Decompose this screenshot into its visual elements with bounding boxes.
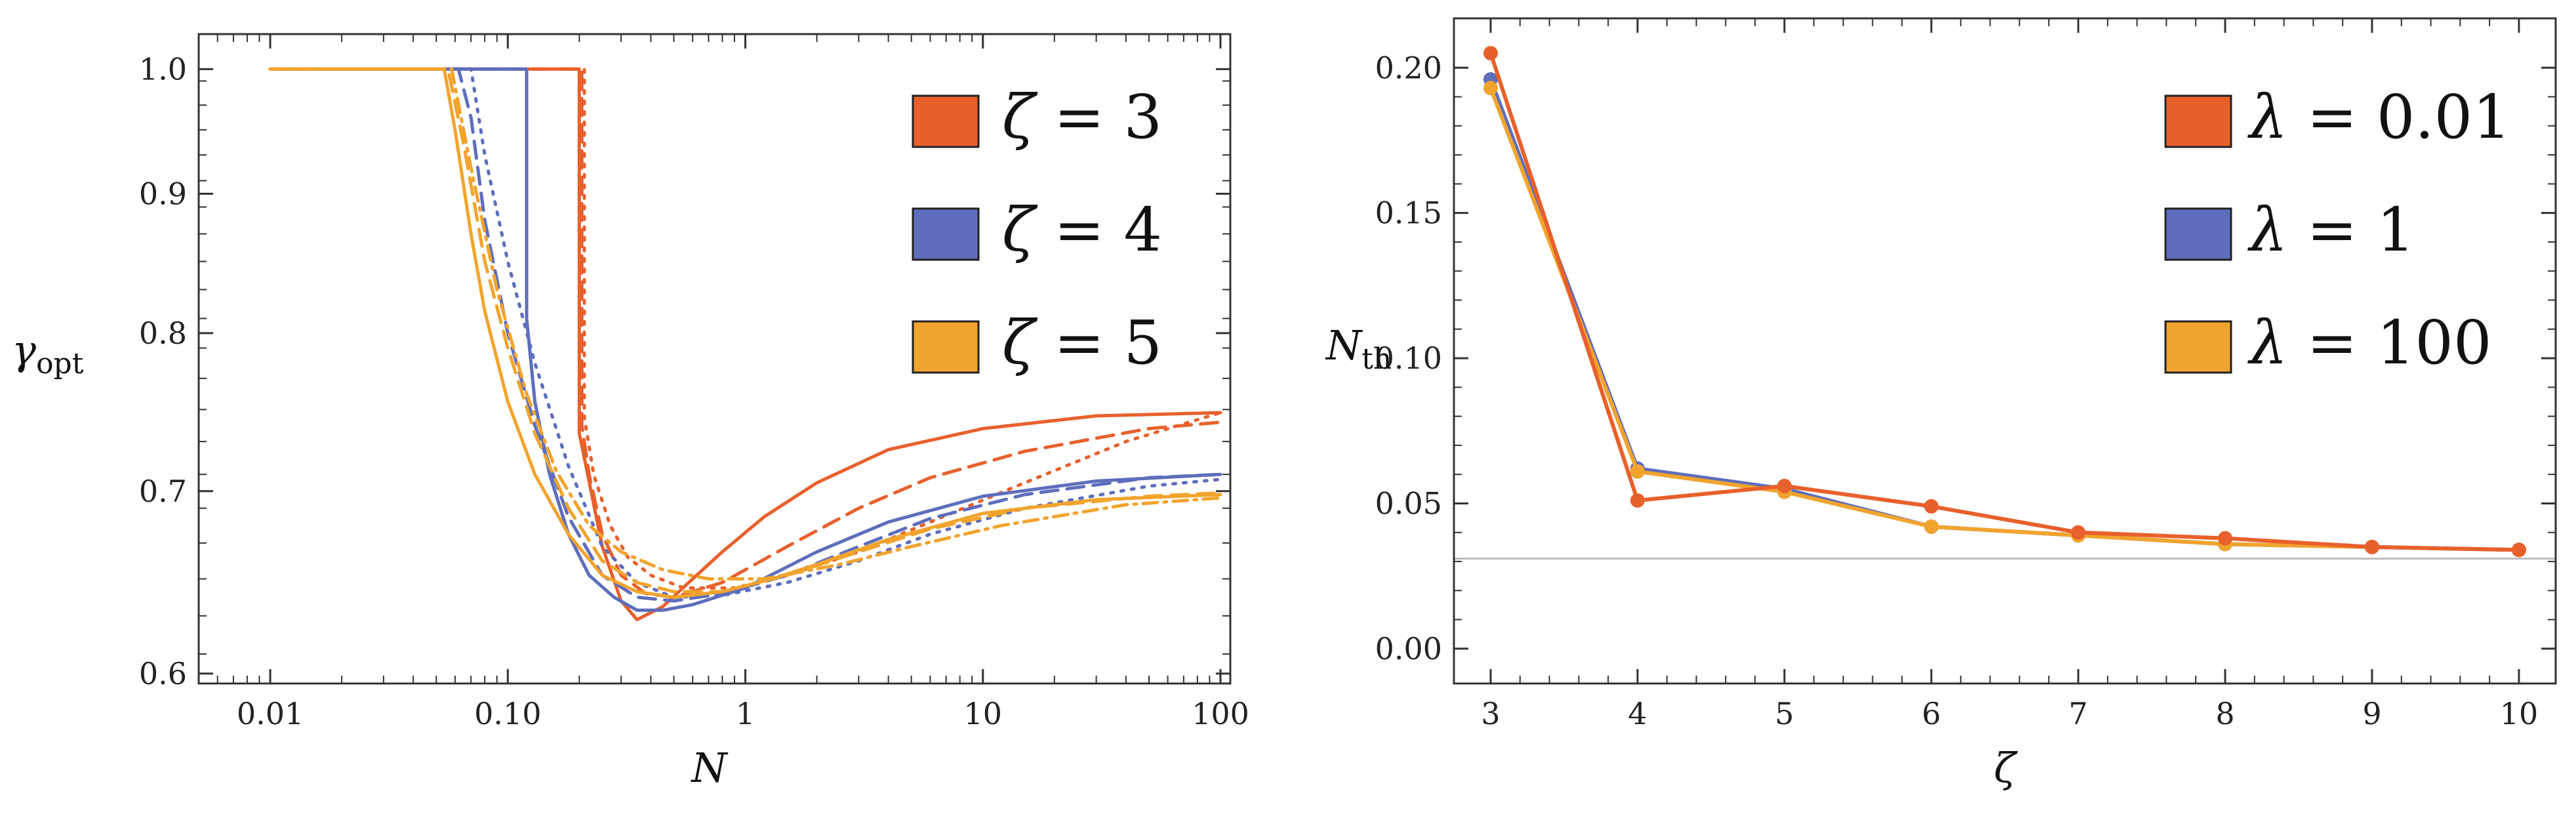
right-legend-swatch-2: [2164, 320, 2232, 374]
right-x-tick-label-6: 9: [2362, 696, 2381, 731]
left-y-tick-label-0: 0.6: [139, 656, 187, 691]
nth-point-2-5: [2218, 531, 2232, 546]
right-y-tick-label-3: 0.15: [1375, 195, 1442, 231]
gamma-series-line-8: [268, 67, 1222, 581]
nth-point-2-7: [2512, 542, 2526, 558]
left-x-tick-label-0: 0.01: [237, 696, 304, 731]
right-x-tick-label-0: 3: [1481, 696, 1500, 731]
left-x-tick-label-2: 1: [736, 696, 755, 731]
nth-series-line-2: [1489, 52, 2520, 552]
nth-point-2-3: [1924, 499, 1939, 514]
nth-point-2-4: [2071, 525, 2085, 540]
nth-point-1-1: [1630, 464, 1645, 479]
right-legend-label-2: λ = 100: [2247, 308, 2492, 378]
left-legend-symbol-2: ζ: [1002, 308, 1038, 378]
n-threshold-chart: 3 4 5 6 7 8 9 10 0.00 0.05 0.10 0.15 0.20 ζ Nth λ = …: [1325, 17, 2557, 792]
right-legend-swatch-0: [2164, 94, 2232, 148]
right-x-tick-label-4: 7: [2068, 696, 2087, 731]
left-legend-swatch-0: [912, 94, 980, 148]
right-legend-value-1: = 1: [2287, 195, 2415, 265]
left-legend-symbol-1: ζ: [1002, 195, 1038, 265]
right-y-tick-label-2: 0.10: [1375, 340, 1442, 376]
left-y-tick-label-3: 0.9: [139, 176, 187, 211]
left-legend-swatch-2: [912, 320, 980, 374]
right-y-axis-label-base: N: [1325, 321, 1363, 369]
right-legend-symbol-2: λ: [2247, 308, 2287, 378]
right-x-tick-label-3: 6: [1922, 696, 1941, 731]
right-legend-value-2: = 100: [2287, 308, 2491, 378]
left-y-axis-label-sub: opt: [36, 347, 84, 380]
nth-point-1-3: [1924, 519, 1939, 534]
right-plot-frame: [1453, 17, 2557, 685]
nth-point-2-2: [1777, 478, 1792, 493]
right-y-tick-label-4: 0.20: [1375, 50, 1442, 85]
gamma-series-line-5: [268, 67, 1222, 599]
left-legend-label-1: ζ = 4: [1002, 195, 1162, 265]
right-legend-swatch-1: [2164, 207, 2232, 261]
left-y-tick-label-2: 0.8: [139, 316, 187, 351]
gamma-series-line-0: [268, 67, 1222, 622]
gamma-series-line-2: [268, 67, 1222, 590]
right-legend: λ = 0.01λ = 1λ = 100: [2164, 82, 2511, 378]
left-y-tick-label-4: 1.0: [139, 51, 187, 87]
left-x-tick-label-1: 0.10: [474, 696, 541, 731]
gamma-opt-series-group: [268, 67, 1222, 622]
nth-point-2-6: [2365, 539, 2379, 554]
right-y-axis-label-sub: th: [1361, 342, 1392, 376]
gamma-series-line-4: [268, 67, 1222, 603]
left-legend: ζ = 3ζ = 4ζ = 5: [912, 82, 1162, 378]
right-legend-label-1: λ = 1: [2247, 195, 2415, 265]
right-legend-symbol-0: λ: [2247, 82, 2287, 152]
left-plot-frame: [197, 33, 1232, 685]
right-y-tick-label-1: 0.05: [1375, 485, 1442, 521]
gamma-opt-chart: 0.01 0.10 1 10 100 0.6 0.7 0.8 0.9 1.0 N γopt ζ =…: [12, 33, 1249, 792]
right-x-axis-label: ζ: [1994, 744, 2018, 792]
n-threshold-series-group: [1483, 46, 2526, 558]
right-x-tick-label-7: 10: [2500, 696, 2539, 731]
left-legend-value-0: = 3: [1035, 82, 1162, 152]
left-x-axis-label: N: [690, 744, 729, 792]
left-x-tick-label-4: 100: [1192, 696, 1249, 731]
left-x-tick-label-3: 10: [963, 696, 1002, 731]
left-legend-label-2: ζ = 5: [1002, 308, 1162, 378]
right-legend-symbol-1: λ: [2247, 195, 2287, 265]
right-x-tick-label-2: 5: [1775, 696, 1794, 731]
right-x-tick-label-5: 8: [2215, 696, 2234, 731]
gamma-series-line-3: [268, 67, 1222, 612]
left-legend-symbol-0: ζ: [1002, 82, 1038, 152]
right-legend-value-0: = 0.01: [2287, 82, 2510, 152]
left-y-axis-label: γopt: [12, 326, 84, 380]
nth-point-2-0: [1483, 46, 1498, 61]
right-legend-label-0: λ = 0.01: [2247, 82, 2511, 152]
left-y-axis-label-base: γ: [12, 326, 37, 374]
nth-point-1-0: [1483, 81, 1498, 96]
gamma-series-line-7: [268, 67, 1222, 594]
right-x-tick-label-1: 4: [1628, 696, 1647, 731]
right-axis-ticks: 3 4 5 6 7 8 9 10 0.00 0.05 0.10 0.15 0.20: [1375, 18, 2556, 731]
right-y-axis-label: Nth: [1325, 321, 1392, 376]
left-legend-value-2: = 5: [1035, 308, 1162, 378]
nth-point-2-1: [1630, 493, 1645, 508]
gamma-series-line-6: [268, 67, 1222, 599]
left-y-tick-label-1: 0.7: [139, 474, 187, 509]
right-y-tick-label-0: 0.00: [1375, 631, 1442, 666]
left-axis-ticks: 0.01 0.10 1 10 100 0.6 0.7 0.8 0.9 1.0: [139, 34, 1249, 731]
left-legend-value-1: = 4: [1035, 195, 1162, 265]
left-legend-swatch-1: [912, 207, 980, 261]
left-legend-label-0: ζ = 3: [1002, 82, 1162, 152]
